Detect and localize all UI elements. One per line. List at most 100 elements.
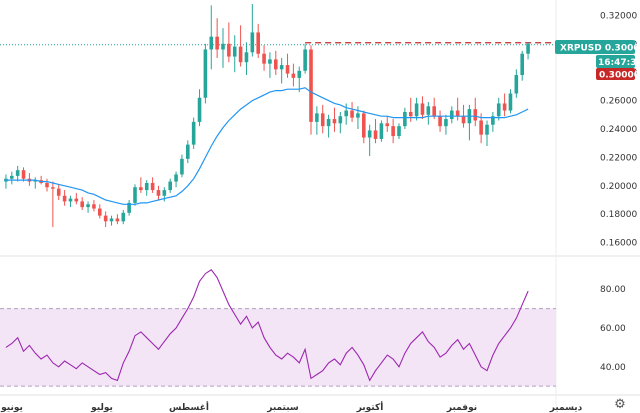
candle-body bbox=[408, 111, 413, 117]
candle-body bbox=[455, 110, 460, 117]
countdown-badge-text: 16:47:39 bbox=[598, 58, 640, 68]
candle-body bbox=[256, 32, 260, 54]
price-tick-label: 0.26000 bbox=[600, 97, 637, 107]
price-tick-label: 0.32000 bbox=[600, 11, 637, 21]
candle-body bbox=[262, 53, 266, 64]
candle-body bbox=[15, 170, 20, 176]
candle-body bbox=[473, 109, 478, 121]
candle-body bbox=[420, 103, 425, 115]
candle-body bbox=[326, 119, 331, 127]
ref-level-badge-text: 0.30000 bbox=[599, 71, 640, 81]
candle-body bbox=[74, 198, 79, 202]
candle-body bbox=[21, 170, 26, 179]
candle-body bbox=[98, 208, 102, 216]
rsi-panel bbox=[0, 269, 556, 387]
rsi-band bbox=[0, 308, 556, 387]
candle-body bbox=[139, 187, 143, 191]
candle-body bbox=[450, 110, 454, 120]
candle-body bbox=[414, 103, 419, 117]
candle-body bbox=[373, 130, 378, 139]
candle-body bbox=[344, 110, 348, 117]
candle-body bbox=[109, 218, 114, 222]
candle-body bbox=[338, 116, 343, 124]
candle-body bbox=[191, 121, 196, 145]
candle-body bbox=[391, 126, 395, 137]
candle-body bbox=[309, 49, 313, 122]
candle-body bbox=[203, 49, 208, 98]
candle-body bbox=[526, 43, 530, 54]
rsi-tick-label: 60.00 bbox=[600, 324, 626, 334]
price-tick-label: 0.24000 bbox=[600, 125, 637, 135]
candle-body bbox=[197, 97, 202, 122]
candle-body bbox=[227, 43, 231, 57]
candle-body bbox=[86, 204, 90, 208]
ref-level-badge-bg bbox=[596, 68, 635, 80]
time-tick-label: ديسمبر bbox=[549, 403, 583, 413]
candle-body bbox=[209, 36, 214, 50]
candle-body bbox=[403, 111, 407, 127]
price-tick-label: 0.18000 bbox=[600, 210, 637, 220]
candle-body bbox=[127, 202, 131, 213]
candle-body bbox=[279, 65, 284, 70]
candle-body bbox=[385, 123, 390, 127]
candle-body bbox=[268, 59, 272, 64]
candle-body bbox=[485, 124, 489, 135]
candle-body bbox=[274, 59, 278, 70]
candle-body bbox=[520, 53, 524, 76]
candle-body bbox=[367, 130, 372, 138]
countdown-badge-bg bbox=[596, 55, 635, 68]
candle-body bbox=[379, 123, 384, 139]
time-tick-label: نوفمبر bbox=[446, 403, 477, 413]
candle-body bbox=[51, 187, 55, 189]
moving-average-line bbox=[5, 87, 529, 205]
candle-body bbox=[10, 175, 14, 179]
candle-body bbox=[362, 113, 366, 138]
candle-body bbox=[491, 116, 495, 125]
price-tick-label: 0.20000 bbox=[600, 182, 637, 192]
candle-body bbox=[397, 126, 401, 137]
symbol-badge-bg bbox=[555, 40, 635, 54]
candle-body bbox=[174, 174, 178, 182]
candle-body bbox=[168, 181, 172, 191]
candle-body bbox=[479, 120, 483, 135]
candle-body bbox=[121, 212, 126, 222]
candle-body bbox=[426, 106, 431, 115]
price-badges: XRPUSD 0.30003 16:47:39 0.30000 bbox=[555, 40, 640, 81]
candle-body bbox=[303, 49, 307, 71]
candle-body bbox=[320, 113, 325, 127]
time-tick-label: سبتمبر bbox=[266, 403, 299, 413]
candle-body bbox=[80, 201, 84, 208]
candle-body bbox=[244, 52, 249, 63]
price-tick-label: 0.22000 bbox=[600, 153, 637, 163]
candle-body bbox=[432, 106, 436, 117]
rsi-tick-label: 40.00 bbox=[600, 363, 626, 373]
candle-body bbox=[444, 119, 448, 127]
candle-body bbox=[508, 93, 513, 111]
candle-body bbox=[232, 46, 237, 57]
rsi-axis: 80.00 60.00 40.00 bbox=[600, 285, 626, 373]
candle-body bbox=[356, 113, 360, 118]
candle-body bbox=[33, 180, 38, 182]
candle-body bbox=[315, 113, 319, 122]
price-tick-label: 0.16000 bbox=[600, 239, 637, 249]
candle-body bbox=[332, 119, 337, 124]
candle-body bbox=[103, 215, 108, 222]
candle-body bbox=[56, 188, 61, 196]
candle-body bbox=[45, 182, 49, 188]
time-tick-label: يونيو bbox=[0, 403, 23, 413]
candle-body bbox=[496, 103, 501, 117]
time-tick-label: أكتوبر bbox=[356, 401, 384, 413]
candle-body bbox=[133, 187, 137, 203]
time-tick-label: أغسطس bbox=[169, 401, 209, 413]
symbol-badge-text: XRPUSD 0.30003 bbox=[560, 44, 640, 54]
candle-body bbox=[350, 110, 354, 118]
rsi-line bbox=[5, 269, 529, 382]
settings-gear-icon[interactable]: ⚙ bbox=[614, 397, 626, 412]
time-tick-label: يوليو bbox=[90, 403, 113, 413]
candle-body bbox=[156, 190, 161, 196]
candle-body bbox=[250, 32, 255, 53]
candle-body bbox=[238, 46, 243, 63]
candle-body bbox=[461, 116, 466, 124]
